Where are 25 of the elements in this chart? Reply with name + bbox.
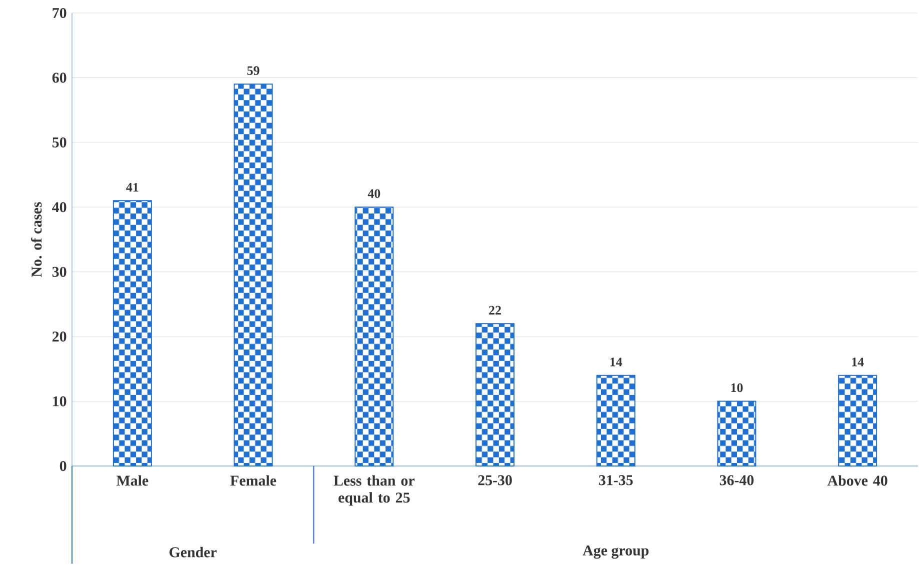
x-tick-label: 31-35 <box>598 475 633 486</box>
y-tick-label: 20 <box>52 332 66 342</box>
y-tick-label: 0 <box>60 460 66 472</box>
data-label: 10 <box>731 383 743 392</box>
data-label: 59 <box>247 66 260 75</box>
data-label: 41 <box>126 182 138 192</box>
x-tick-label: 25-30 <box>478 475 512 486</box>
x-tick-label: Above 40 <box>827 475 888 486</box>
text: Gender <box>170 546 217 558</box>
x-tick-label: Less than or equal to 25 <box>334 475 414 506</box>
data-label: 14 <box>610 358 622 366</box>
x-tick-label: Female <box>230 475 276 486</box>
text: Age group <box>582 545 649 559</box>
y-tick-label: 70 <box>52 8 66 18</box>
y-tick-label: 60 <box>52 72 66 83</box>
x-tick-label: 36-40 <box>720 475 754 486</box>
data-label: 40 <box>368 189 380 198</box>
y-tick-label: 50 <box>52 137 66 148</box>
data-label: 14 <box>852 358 864 366</box>
y-tick-label: 30 <box>52 266 66 277</box>
data-label: 22 <box>489 306 501 314</box>
x-tick-label: Male <box>116 475 148 486</box>
y-tick-label: 10 <box>53 396 66 406</box>
y-axis-title: No. of cases <box>30 202 42 277</box>
y-tick-label: 40 <box>52 202 66 212</box>
